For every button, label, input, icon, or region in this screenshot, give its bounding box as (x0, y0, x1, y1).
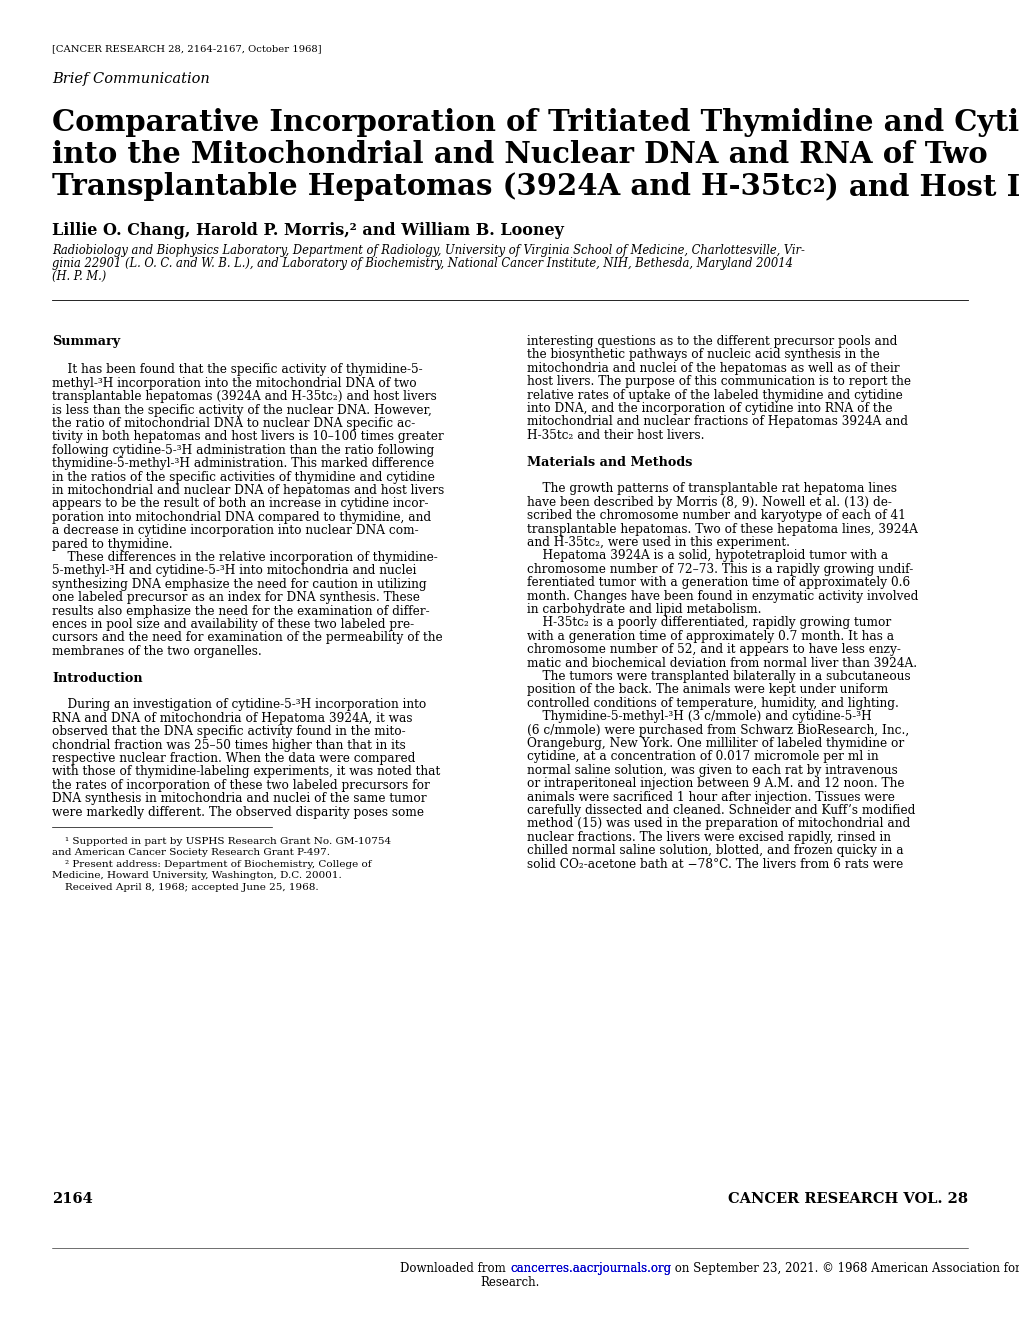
Text: and American Cancer Society Research Grant P-497.: and American Cancer Society Research Gra… (52, 849, 330, 858)
Text: following cytidine-5-³H administration than the ratio following: following cytidine-5-³H administration t… (52, 444, 434, 457)
Text: H-35tc₂ is a poorly differentiated, rapidly growing tumor: H-35tc₂ is a poorly differentiated, rapi… (527, 616, 891, 630)
Text: cytidine, at a concentration of 0.017 micromole per ml in: cytidine, at a concentration of 0.017 mi… (527, 750, 877, 763)
Text: Orangeburg, New York. One milliliter of labeled thymidine or: Orangeburg, New York. One milliliter of … (527, 737, 904, 750)
Text: controlled conditions of temperature, humidity, and lighting.: controlled conditions of temperature, hu… (527, 697, 898, 710)
Text: CANCER RESEARCH VOL. 28: CANCER RESEARCH VOL. 28 (728, 1192, 967, 1206)
Text: relative rates of uptake of the labeled thymidine and cytidine: relative rates of uptake of the labeled … (527, 388, 902, 401)
Text: the ratio of mitochondrial DNA to nuclear DNA specific ac-: the ratio of mitochondrial DNA to nuclea… (52, 417, 415, 430)
Text: poration into mitochondrial DNA compared to thymidine, and: poration into mitochondrial DNA compared… (52, 511, 431, 524)
Text: [CANCER RESEARCH 28, 2164-2167, October 1968]: [CANCER RESEARCH 28, 2164-2167, October … (52, 44, 321, 53)
Text: appears to be the result of both an increase in cytidine incor-: appears to be the result of both an incr… (52, 498, 428, 511)
Text: cursors and the need for examination of the permeability of the: cursors and the need for examination of … (52, 631, 442, 644)
Text: Introduction: Introduction (52, 672, 143, 685)
Text: chondrial fraction was 25–50 times higher than that in its: chondrial fraction was 25–50 times highe… (52, 739, 406, 751)
Text: host livers. The purpose of this communication is to report the: host livers. The purpose of this communi… (527, 375, 910, 388)
Text: animals were sacrificed 1 hour after injection. Tissues were: animals were sacrificed 1 hour after inj… (527, 791, 894, 804)
Text: results also emphasize the need for the examination of differ-: results also emphasize the need for the … (52, 605, 429, 618)
Text: ² Present address: Department of Biochemistry, College of: ² Present address: Department of Biochem… (52, 861, 371, 869)
Text: normal saline solution, was given to each rat by intravenous: normal saline solution, was given to eac… (527, 764, 897, 776)
Text: DNA synthesis in mitochondria and nuclei of the same tumor: DNA synthesis in mitochondria and nuclei… (52, 792, 426, 805)
Text: observed that the DNA specific activity found in the mito-: observed that the DNA specific activity … (52, 725, 406, 738)
Text: cancerres.aacrjournals.org: cancerres.aacrjournals.org (510, 1262, 671, 1275)
Text: into the Mitochondrial and Nuclear DNA and RNA of Two: into the Mitochondrial and Nuclear DNA a… (52, 140, 986, 169)
Text: Research.: Research. (480, 1276, 539, 1290)
Text: is less than the specific activity of the nuclear DNA. However,: is less than the specific activity of th… (52, 404, 431, 417)
Text: Medicine, Howard University, Washington, D.C. 20001.: Medicine, Howard University, Washington,… (52, 871, 341, 880)
Text: with a generation time of approximately 0.7 month. It has a: with a generation time of approximately … (527, 630, 894, 643)
Text: position of the back. The animals were kept under uniform: position of the back. The animals were k… (527, 684, 888, 697)
Text: These differences in the relative incorporation of thymidine-: These differences in the relative incorp… (52, 550, 437, 564)
Text: membranes of the two organelles.: membranes of the two organelles. (52, 644, 262, 657)
Text: have been described by Morris (8, 9). Nowell et al. (13) de-: have been described by Morris (8, 9). No… (527, 496, 891, 508)
Text: scribed the chromosome number and karyotype of each of 41: scribed the chromosome number and karyot… (527, 510, 905, 523)
Text: in the ratios of the specific activities of thymidine and cytidine: in the ratios of the specific activities… (52, 471, 434, 483)
Text: in carbohydrate and lipid metabolism.: in carbohydrate and lipid metabolism. (527, 603, 761, 616)
Text: chilled normal saline solution, blotted, and frozen quicky in a: chilled normal saline solution, blotted,… (527, 845, 903, 857)
Text: Brief Communication: Brief Communication (52, 73, 210, 86)
Text: chromosome number of 72–73. This is a rapidly growing undif-: chromosome number of 72–73. This is a ra… (527, 562, 912, 576)
Text: interesting questions as to the different precursor pools and: interesting questions as to the differen… (527, 335, 897, 348)
Text: pared to thymidine.: pared to thymidine. (52, 537, 172, 550)
Text: ginia 22901 (L. O. C. and W. B. L.), and Laboratory of Biochemistry, National Ca: ginia 22901 (L. O. C. and W. B. L.), and… (52, 257, 792, 271)
Text: 5-methyl-³H and cytidine-5-³H into mitochondria and nuclei: 5-methyl-³H and cytidine-5-³H into mitoc… (52, 565, 416, 577)
Text: on September 23, 2021. © 1968 American Association for Cancer: on September 23, 2021. © 1968 American A… (671, 1262, 1019, 1275)
Text: methyl-³H incorporation into the mitochondrial DNA of two: methyl-³H incorporation into the mitocho… (52, 376, 416, 389)
Text: (H. P. M.): (H. P. M.) (52, 271, 106, 282)
Text: the biosynthetic pathways of nucleic acid synthesis in the: the biosynthetic pathways of nucleic aci… (527, 348, 878, 362)
Text: transplantable hepatomas. Two of these hepatoma lines, 3924A: transplantable hepatomas. Two of these h… (527, 523, 917, 536)
Text: Materials and Methods: Materials and Methods (527, 455, 692, 469)
Text: Hepatoma 3924A is a solid, hypotetraploid tumor with a: Hepatoma 3924A is a solid, hypotetraploi… (527, 549, 888, 562)
Text: method (15) was used in the preparation of mitochondrial and: method (15) was used in the preparation … (527, 817, 909, 830)
Text: and H-35tc₂, were used in this experiment.: and H-35tc₂, were used in this experimen… (527, 536, 790, 549)
Text: Comparative Incorporation of Tritiated Thymidine and Cytidine: Comparative Incorporation of Tritiated T… (52, 108, 1019, 137)
Text: were markedly different. The observed disparity poses some: were markedly different. The observed di… (52, 805, 424, 818)
Text: Downloaded from: Downloaded from (400, 1262, 510, 1275)
Text: matic and biochemical deviation from normal liver than 3924A.: matic and biochemical deviation from nor… (527, 656, 916, 669)
Text: H-35tc₂ and their host livers.: H-35tc₂ and their host livers. (527, 429, 704, 442)
Text: Summary: Summary (52, 335, 120, 348)
Text: cancerres.aacrjournals.org: cancerres.aacrjournals.org (510, 1262, 671, 1275)
Text: tivity in both hepatomas and host livers is 10–100 times greater: tivity in both hepatomas and host livers… (52, 430, 443, 444)
Text: ences in pool size and availability of these two labeled pre-: ences in pool size and availability of t… (52, 618, 414, 631)
Text: nuclear fractions. The livers were excised rapidly, rinsed in: nuclear fractions. The livers were excis… (527, 830, 891, 843)
Text: one labeled precursor as an index for DNA synthesis. These: one labeled precursor as an index for DN… (52, 591, 420, 605)
Text: chromosome number of 52, and it appears to have less enzy-: chromosome number of 52, and it appears … (527, 643, 900, 656)
Text: Thymidine-5-methyl-³H (3 c/mmole) and cytidine-5-³H: Thymidine-5-methyl-³H (3 c/mmole) and cy… (527, 710, 871, 723)
Text: 2: 2 (812, 178, 824, 195)
Text: ) and Host Livers: ) and Host Livers (824, 172, 1019, 201)
Text: respective nuclear fraction. When the data were compared: respective nuclear fraction. When the da… (52, 752, 415, 766)
Text: Lillie O. Chang, Harold P. Morris,² and William B. Looney: Lillie O. Chang, Harold P. Morris,² and … (52, 222, 564, 239)
Text: The growth patterns of transplantable rat hepatoma lines: The growth patterns of transplantable ra… (527, 482, 896, 495)
Text: with those of thymidine-labeling experiments, it was noted that: with those of thymidine-labeling experim… (52, 766, 440, 779)
Text: in mitochondrial and nuclear DNA of hepatomas and host livers: in mitochondrial and nuclear DNA of hepa… (52, 484, 444, 498)
Text: into DNA, and the incorporation of cytidine into RNA of the: into DNA, and the incorporation of cytid… (527, 403, 892, 414)
Text: The tumors were transplanted bilaterally in a subcutaneous: The tumors were transplanted bilaterally… (527, 671, 910, 682)
Text: or intraperitoneal injection between 9 A.M. and 12 noon. The: or intraperitoneal injection between 9 A… (527, 777, 904, 791)
Text: a decrease in cytidine incorporation into nuclear DNA com-: a decrease in cytidine incorporation int… (52, 524, 418, 537)
Text: It has been found that the specific activity of thymidine-5-: It has been found that the specific acti… (52, 363, 422, 376)
Text: mitochondria and nuclei of the hepatomas as well as of their: mitochondria and nuclei of the hepatomas… (527, 362, 899, 375)
Text: thymidine-5-methyl-³H administration. This marked difference: thymidine-5-methyl-³H administration. Th… (52, 457, 434, 470)
Text: carefully dissected and cleaned. Schneider and Kuff’s modified: carefully dissected and cleaned. Schneid… (527, 804, 914, 817)
Text: 2164: 2164 (52, 1192, 93, 1206)
Text: RNA and DNA of mitochondria of Hepatoma 3924A, it was: RNA and DNA of mitochondria of Hepatoma … (52, 711, 412, 725)
Text: mitochondrial and nuclear fractions of Hepatomas 3924A and: mitochondrial and nuclear fractions of H… (527, 416, 907, 429)
Text: solid CO₂-acetone bath at −78°C. The livers from 6 rats were: solid CO₂-acetone bath at −78°C. The liv… (527, 858, 903, 871)
Text: Transplantable Hepatomas (3924A and H-35tc: Transplantable Hepatomas (3924A and H-35… (52, 172, 812, 201)
Text: transplantable hepatomas (3924A and H-35tc₂) and host livers: transplantable hepatomas (3924A and H-35… (52, 391, 436, 403)
Text: synthesizing DNA emphasize the need for caution in utilizing: synthesizing DNA emphasize the need for … (52, 578, 426, 591)
Text: ¹ Supported in part by USPHS Research Grant No. GM-10754: ¹ Supported in part by USPHS Research Gr… (52, 837, 390, 846)
Text: ferentiated tumor with a generation time of approximately 0.6: ferentiated tumor with a generation time… (527, 577, 909, 589)
Text: month. Changes have been found in enzymatic activity involved: month. Changes have been found in enzyma… (527, 590, 917, 603)
Text: Received April 8, 1968; accepted June 25, 1968.: Received April 8, 1968; accepted June 25… (52, 883, 318, 892)
Text: During an investigation of cytidine-5-³H incorporation into: During an investigation of cytidine-5-³H… (52, 698, 426, 711)
Text: Radiobiology and Biophysics Laboratory, Department of Radiology, University of V: Radiobiology and Biophysics Laboratory, … (52, 244, 804, 257)
Text: the rates of incorporation of these two labeled precursors for: the rates of incorporation of these two … (52, 779, 429, 792)
Text: (6 c/mmole) were purchased from Schwarz BioResearch, Inc.,: (6 c/mmole) were purchased from Schwarz … (527, 723, 908, 737)
